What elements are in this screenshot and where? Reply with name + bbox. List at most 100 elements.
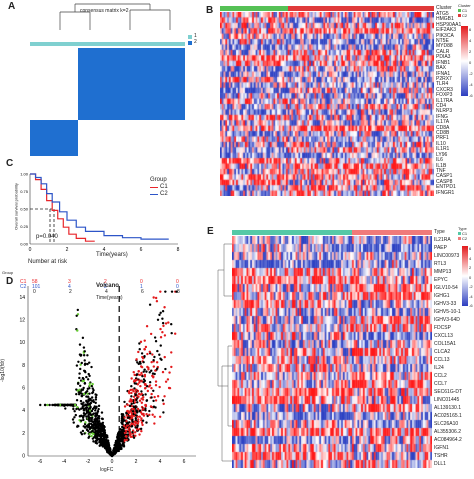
risk-xlabel: Time(years) (96, 295, 123, 301)
gene-label: IFNG (436, 113, 448, 120)
survival-legend-c1: C1 (160, 184, 168, 190)
volcano-x-tick: -4 (62, 459, 67, 465)
scale-tick-label: 4 (469, 255, 472, 261)
cluster-label: Cluster (436, 5, 452, 11)
risk-row-c2-label: C2 (20, 284, 27, 290)
survival-x-tick: 2 (66, 247, 69, 253)
scale-tick-label: -4 (469, 82, 473, 87)
gene-label: PAEP (434, 245, 447, 251)
risk-x-tick: 8 (177, 289, 180, 295)
scale-tick-label: -4 (469, 293, 473, 299)
gene-label: CXCR3 (436, 86, 453, 93)
scale-tick-label: -6 (469, 303, 473, 308)
gene-label: IL17A (436, 119, 450, 126)
gene-label: TNF (436, 167, 446, 174)
scale-tick-label: 2 (469, 49, 472, 54)
consensus-legend: 1 2 (188, 34, 206, 50)
gene-label: TLR4 (436, 81, 449, 88)
risk-row-c1-label: C1 (20, 279, 27, 285)
cluster-legend-c1-swatch (458, 9, 461, 12)
scale-tick-label: 0 (469, 60, 472, 65)
volcano-y-tick: 4 (22, 408, 25, 414)
survival-curve-c2 (30, 173, 169, 240)
gene-label: IL17RA (436, 97, 453, 104)
gene-label: ATG5 (436, 11, 449, 17)
gene-label: IGHV5-10-1 (434, 309, 461, 315)
risk-count: 4 (68, 284, 71, 290)
risk-count: 101 (32, 284, 41, 290)
gene-label: IL6 (436, 157, 443, 164)
risk-x-tick: 4 (105, 289, 108, 295)
cluster-legend-c2-swatch (458, 14, 461, 17)
scale-tick-label: -2 (469, 284, 473, 289)
gene-label: CCL2 (434, 373, 447, 379)
gene-label: IGHV3-64D (434, 317, 460, 323)
volcano-y-tick: 10 (19, 340, 25, 346)
survival-x-tick: 6 (140, 247, 143, 253)
immune-gene-heatmap-panel: Cluster ATG5 HMGB1 HSP90AA1 EIF2AK3 PIK3CA NT… (218, 0, 474, 210)
gene-label: EIF2AK3 (436, 27, 457, 34)
risk-x-tick: 2 (69, 289, 72, 295)
gene-label: CALR (436, 48, 450, 55)
gene-label: PRF1 (436, 135, 449, 142)
risk-table-ylabel: Group (2, 270, 14, 275)
risk-count: 1 (140, 284, 143, 290)
risk-count: 2 (104, 284, 107, 290)
legend-label-2: 2 (194, 39, 197, 45)
gene-label: AL355306.2 (434, 429, 461, 435)
type-bar-c2 (352, 230, 432, 235)
scale-tick-label: -2 (469, 71, 473, 76)
gene-label: ENTPD1 (436, 184, 456, 191)
volcano-x-tick: -2 (86, 459, 91, 465)
survival-y-tick: 0.50 (20, 207, 29, 212)
panel-letter-e: E (207, 226, 214, 237)
cluster-legend-c1: C1 (462, 8, 468, 13)
gene-label: IGHV3-33 (434, 301, 457, 307)
gene-label: CD8B (436, 130, 450, 137)
gene-label: COL15A1 (434, 341, 456, 347)
gene-label: CASP8 (436, 178, 453, 185)
gene-label: HSP90AA1 (436, 21, 462, 28)
cluster-legend-c2: C2 (462, 13, 468, 18)
consensus-block-c2 (78, 48, 185, 120)
risk-count: 2 (104, 279, 107, 285)
consensus-block-c1 (30, 120, 78, 156)
gene-label: FDCSP (434, 325, 451, 331)
gene-label: CD4 (436, 103, 447, 109)
survival-ylabel: Overall survival probability (13, 183, 19, 230)
gene-label: HMGB1 (436, 16, 454, 23)
volcano-panel: -6 -4 -2 0 2 4 6 0 2 4 6 8 10 12 14 Volcano logFC -log… (0, 278, 210, 474)
gene-label: IGHG1 (434, 293, 450, 299)
volcano-y-tick: 8 (22, 363, 25, 369)
volcano-x-tick: 2 (135, 459, 138, 465)
survival-y-tick: 0.00 (20, 242, 29, 247)
consensus-dendrogram (59, 3, 171, 30)
gene-label: CD8A (436, 124, 450, 131)
gene-label: CCL13 (434, 357, 450, 363)
volcano-y-tick: 2 (22, 431, 25, 437)
gene-label: AC084964.2 (434, 437, 462, 443)
legend-label-1: 1 (194, 33, 197, 39)
heatmap-e-cells (232, 236, 432, 468)
gene-label: MYD88 (436, 43, 453, 50)
volcano-x-tick: 0 (111, 459, 114, 465)
gene-label: SEC61G-DT (434, 389, 463, 395)
gene-label: IL21RA (434, 237, 451, 243)
volcano-x-tick: 6 (183, 459, 186, 465)
heatmap-e-scale-labels: 6 4 2 0 -2 -4 -6 (469, 244, 474, 308)
survival-plot: 0 2 4 6 8 0.00 0.25 0.50 0.75 1.00 (20, 172, 179, 254)
gene-label: IL1R1 (436, 146, 450, 153)
volcano-y-tick: 0 (22, 454, 25, 460)
gene-label: SLC26A10 (434, 421, 459, 427)
scale-tick-label: 0 (469, 274, 472, 280)
scale-tick-label: 2 (469, 265, 472, 270)
survival-panel: 0 2 4 6 8 0.00 0.25 0.50 0.75 1.00 Overall surviv… (0, 168, 210, 276)
gene-label: PIK3CA (436, 32, 454, 39)
gene-label: NT5E (436, 38, 449, 45)
gene-label: IL24 (434, 365, 444, 371)
gene-label: IL10 (436, 140, 446, 147)
gene-label: DLL1 (434, 461, 446, 467)
heatmap-b-color-scale (461, 26, 468, 96)
gene-label: AL139130.1 (434, 405, 461, 411)
